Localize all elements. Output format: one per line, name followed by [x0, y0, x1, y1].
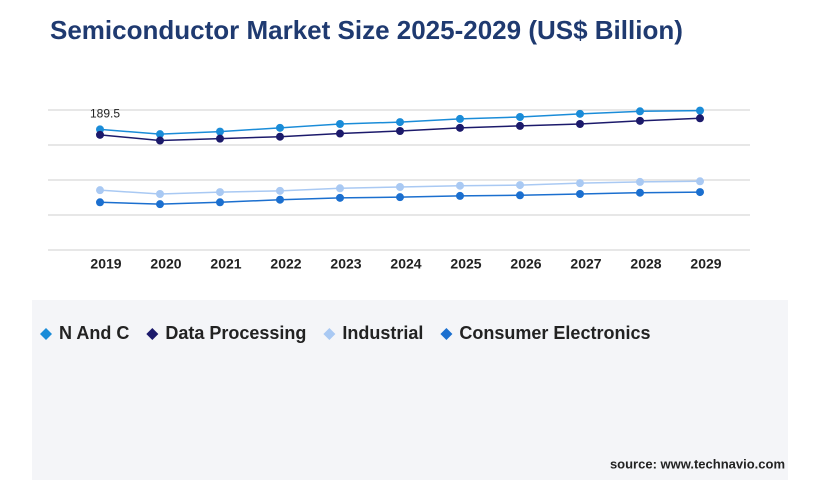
data-point: [576, 190, 584, 198]
data-point: [396, 118, 404, 127]
data-point: [576, 120, 584, 128]
data-point: [636, 188, 644, 197]
data-point: [156, 136, 164, 145]
data-point: [276, 123, 284, 132]
data-point: [396, 127, 404, 135]
legend-label: N And C: [59, 323, 129, 343]
data-point: [336, 184, 344, 193]
data-point: [276, 186, 284, 195]
data-point: [636, 177, 644, 186]
data-label: 189.5: [90, 107, 120, 121]
x-tick-label: 2022: [270, 256, 301, 272]
data-point: [156, 200, 164, 209]
source: source: www.technavio.com: [610, 456, 785, 471]
legend-label: Data Processing: [165, 323, 306, 343]
data-point: [156, 190, 164, 198]
data-point: [456, 181, 464, 190]
data-point: [696, 106, 704, 115]
data-point: [96, 130, 104, 139]
data-point: [96, 198, 104, 207]
x-tick-label: 2020: [150, 256, 181, 272]
data-point: [456, 191, 464, 200]
x-tick-label: 2029: [690, 256, 721, 272]
x-tick-label: 2027: [570, 256, 601, 272]
data-point: [576, 179, 584, 188]
data-point: [696, 177, 704, 186]
chart-title: Semiconductor Market Size 2025-2029 (US$…: [50, 15, 683, 45]
data-point: [576, 109, 584, 118]
data-point: [636, 107, 644, 116]
data-point: [336, 120, 344, 128]
data-point: [216, 134, 224, 143]
data-point: [516, 113, 524, 121]
x-tick-label: 2023: [330, 256, 361, 272]
data-point: [336, 193, 344, 202]
legend-marker: [440, 328, 453, 340]
x-tick-label: 2026: [510, 256, 541, 272]
x-tick-label: 2028: [630, 256, 661, 272]
legend-label: Consumer Electronics: [459, 323, 650, 343]
data-point: [456, 114, 464, 123]
data-point: [276, 195, 284, 204]
data-point: [96, 186, 104, 195]
data-point: [456, 123, 464, 132]
x-tick-label: 2024: [390, 256, 421, 272]
data-point: [216, 198, 224, 207]
data-point: [696, 188, 704, 197]
data-point: [516, 181, 524, 190]
data-point: [336, 129, 344, 138]
data-point: [216, 127, 224, 136]
data-point: [156, 130, 164, 139]
x-tick-label: 2021: [210, 256, 241, 272]
data-point: [216, 188, 224, 197]
data-point: [516, 121, 524, 130]
legend-panel: [32, 300, 788, 480]
data-point: [396, 193, 404, 202]
legend-marker: [146, 328, 159, 340]
legend-marker: [323, 328, 336, 340]
data-point: [696, 114, 704, 123]
data-point: [516, 191, 524, 200]
data-point: [276, 132, 284, 141]
data-point: [396, 183, 404, 191]
legend-marker: [40, 328, 52, 340]
legend-label: Industrial: [342, 323, 423, 343]
x-tick-label: 2019: [90, 256, 121, 272]
x-tick-label: 2025: [450, 256, 481, 272]
data-point: [636, 116, 644, 125]
